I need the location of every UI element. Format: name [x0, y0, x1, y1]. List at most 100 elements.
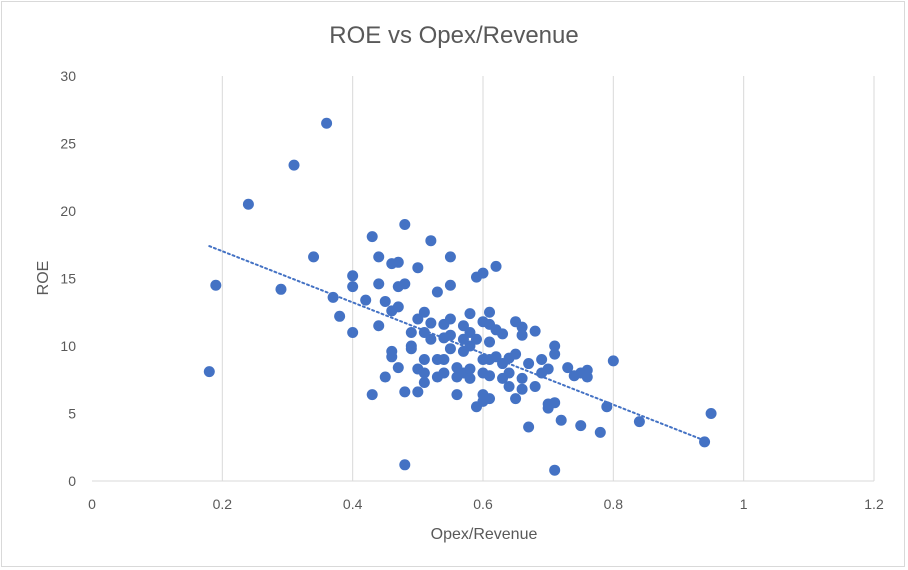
chart-title: ROE vs Opex/Revenue	[329, 22, 578, 49]
data-point	[549, 464, 561, 476]
data-point	[203, 366, 215, 378]
data-point	[431, 286, 443, 298]
data-point	[373, 278, 385, 290]
data-point	[516, 383, 528, 395]
data-point	[399, 278, 411, 290]
x-axis-title: Opex/Revenue	[431, 526, 538, 543]
data-point	[366, 389, 378, 401]
data-point	[549, 348, 561, 360]
data-point	[347, 281, 359, 293]
data-point	[444, 313, 456, 325]
data-point	[549, 340, 561, 352]
data-point	[308, 251, 320, 263]
data-point	[438, 354, 450, 365]
data-point	[392, 362, 404, 374]
data-point	[399, 459, 411, 471]
data-point	[464, 363, 476, 375]
data-point	[444, 329, 456, 341]
x-tick-label: 0.4	[343, 496, 363, 512]
data-point	[444, 279, 456, 291]
data-point	[347, 327, 359, 338]
data-point	[705, 408, 717, 419]
data-point	[399, 386, 411, 398]
data-point	[373, 251, 385, 263]
data-point	[555, 414, 567, 426]
data-point	[242, 198, 254, 210]
data-point	[470, 333, 482, 345]
data-point	[425, 317, 437, 329]
data-point	[321, 117, 333, 129]
trendline-linear	[208, 245, 706, 442]
data-point	[418, 367, 430, 379]
data-point	[418, 376, 430, 388]
data-point	[607, 355, 619, 367]
data-point	[275, 283, 287, 295]
trendline	[208, 245, 706, 442]
data-point	[464, 308, 476, 320]
data-point	[523, 421, 535, 433]
data-point	[379, 295, 391, 307]
data-point	[562, 362, 574, 374]
x-tick-label: 0.6	[473, 496, 493, 512]
y-tick-label: 25	[60, 136, 76, 152]
y-tick-label: 10	[60, 338, 76, 354]
data-point	[347, 270, 359, 282]
data-point	[699, 436, 711, 448]
data-point	[386, 351, 398, 363]
data-point	[516, 372, 528, 384]
data-point	[444, 343, 456, 355]
data-point	[327, 291, 339, 303]
y-tick-label: 5	[68, 406, 76, 422]
data-point	[210, 279, 222, 291]
data-point	[594, 426, 606, 438]
data-point	[510, 393, 522, 405]
data-point	[399, 219, 411, 230]
data-point	[288, 159, 300, 171]
data-point	[601, 401, 613, 413]
data-point	[503, 367, 515, 379]
data-point	[438, 367, 450, 379]
data-point	[360, 294, 372, 306]
data-point	[503, 381, 515, 392]
data-point	[516, 321, 528, 333]
y-tick-label: 0	[68, 473, 76, 489]
data-point	[529, 325, 541, 337]
y-tick-label: 20	[60, 203, 76, 219]
data-point	[418, 354, 430, 365]
x-tick-label: 1.2	[864, 496, 884, 512]
data-point	[412, 386, 424, 398]
data-point	[633, 416, 645, 428]
data-point	[484, 336, 496, 348]
data-point	[373, 320, 385, 332]
data-point	[392, 301, 404, 313]
data-point	[510, 348, 522, 360]
data-point	[425, 333, 437, 345]
data-point	[444, 251, 456, 263]
y-axis-ticks: 0 5 10 15 20 25 30	[60, 68, 76, 489]
x-axis-ticks: 0 0.2 0.4 0.6 0.8 1 1.2	[88, 496, 884, 512]
gridlines	[221, 76, 875, 481]
data-point	[549, 397, 561, 409]
y-tick-label: 30	[60, 68, 76, 84]
data-point	[334, 310, 346, 322]
x-tick-label: 0.2	[213, 496, 233, 512]
data-point	[451, 389, 463, 401]
x-tick-label: 0.8	[604, 496, 624, 512]
data-point	[418, 306, 430, 318]
data-point	[366, 231, 378, 243]
data-point	[536, 354, 548, 365]
data-point	[484, 393, 496, 405]
x-tick-label: 1	[740, 496, 748, 512]
y-tick-label: 15	[60, 271, 76, 287]
data-point	[484, 370, 496, 382]
data-point	[405, 327, 417, 338]
data-point	[516, 329, 528, 341]
data-point	[490, 260, 502, 272]
data-point	[379, 371, 391, 383]
data-point	[405, 343, 417, 355]
data-point	[464, 372, 476, 384]
data-point	[484, 306, 496, 318]
data-point	[425, 235, 437, 247]
data-points	[203, 117, 717, 476]
